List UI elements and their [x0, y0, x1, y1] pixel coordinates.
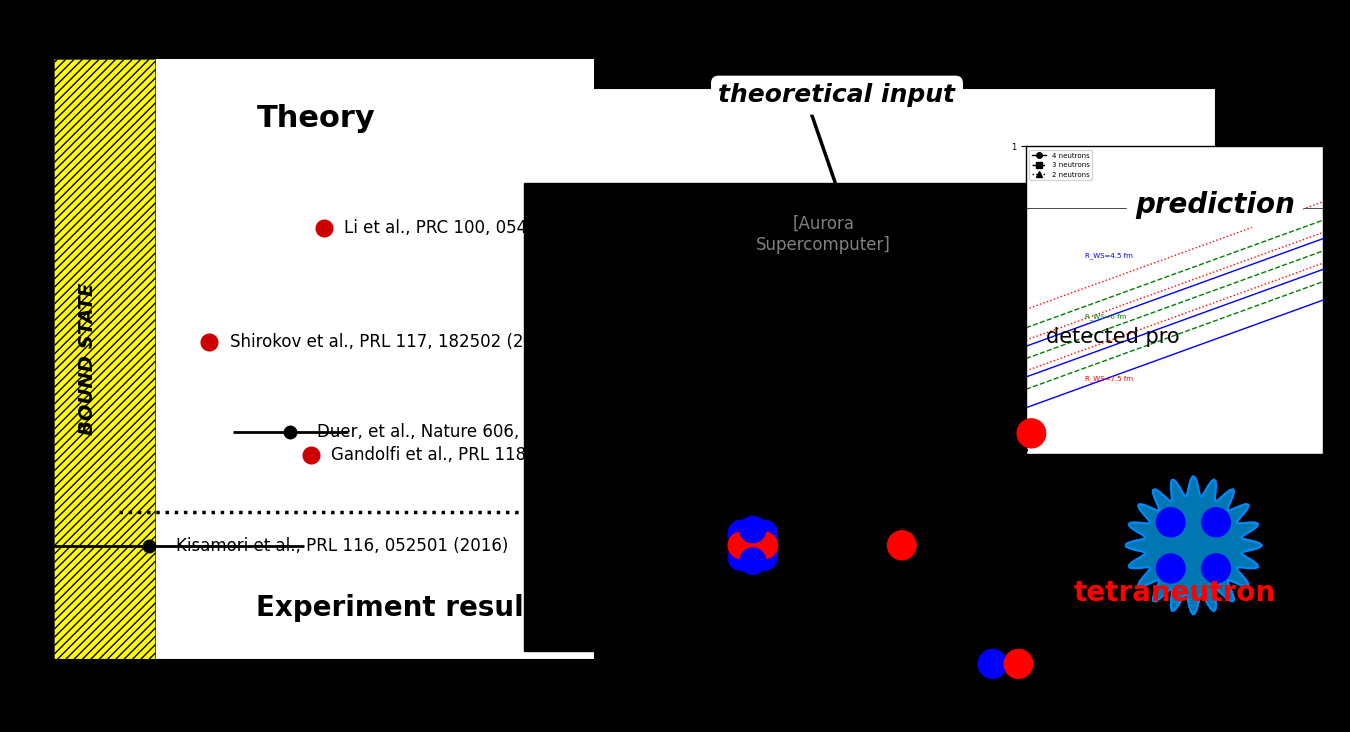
Text: BOUND STATE: BOUND STATE [78, 283, 97, 435]
Text: prediction: prediction [1135, 191, 1295, 219]
Text: Duer, et al., Nature 606, 678 (2022): Duer, et al., Nature 606, 678 (2022) [317, 423, 617, 441]
Text: R_WS=7.5 fm: R_WS=7.5 fm [1085, 375, 1134, 382]
Circle shape [728, 544, 755, 570]
Text: Shirokov et al., PRL 117, 182502 (2016): Shirokov et al., PRL 117, 182502 (2016) [230, 332, 562, 351]
Bar [54, 59, 155, 659]
X-axis label: Energy (MeV): Energy (MeV) [248, 693, 400, 713]
Circle shape [728, 520, 755, 547]
Text: Kisamori et al., PRL 116, 052501 (2016): Kisamori et al., PRL 116, 052501 (2016) [176, 537, 508, 555]
Text: beam
⁸He: beam ⁸He [736, 572, 790, 613]
Text: tetraneutron: tetraneutron [1073, 579, 1276, 607]
Circle shape [728, 532, 755, 559]
Circle shape [1157, 554, 1185, 583]
Y-axis label: Energy per neutron (MeV): Energy per neutron (MeV) [990, 245, 999, 355]
Legend: 4 neutrons, 3 neutrons, 2 neutrons: 4 neutrons, 3 neutrons, 2 neutrons [1030, 150, 1092, 180]
Circle shape [1157, 508, 1185, 537]
Text: R_WS=6 fm: R_WS=6 fm [1085, 313, 1127, 321]
Polygon shape [1126, 477, 1261, 614]
Text: Li et al., PRC 100, 054313 (2019): Li et al., PRC 100, 054313 (2019) [344, 220, 620, 237]
Circle shape [740, 548, 765, 575]
Circle shape [752, 520, 778, 547]
Circle shape [740, 516, 765, 542]
Text: detected pro: detected pro [1046, 326, 1180, 347]
Circle shape [752, 544, 778, 570]
Text: [Aurora
Supercomputer]: [Aurora Supercomputer] [756, 214, 891, 254]
Circle shape [1202, 554, 1230, 583]
Text: theoretical input: theoretical input [718, 83, 956, 107]
Text: Gandolfi et al., PRL 118, 232501 (2017): Gandolfi et al., PRL 118, 232501 (2017) [331, 446, 660, 464]
X-axis label: V₀ (MeV): V₀ (MeV) [1153, 478, 1196, 488]
Circle shape [1017, 419, 1046, 448]
Text: supercomputer: supercomputer [745, 407, 915, 427]
Text: Theory: Theory [256, 104, 375, 133]
Text: R_WS=4.5 fm: R_WS=4.5 fm [1085, 252, 1133, 259]
Circle shape [1004, 649, 1033, 679]
Text: Experiment results: Experiment results [256, 594, 554, 622]
Circle shape [887, 531, 917, 560]
Circle shape [1202, 508, 1230, 537]
Circle shape [979, 649, 1007, 679]
FancyBboxPatch shape [524, 183, 1350, 651]
Circle shape [752, 532, 778, 559]
